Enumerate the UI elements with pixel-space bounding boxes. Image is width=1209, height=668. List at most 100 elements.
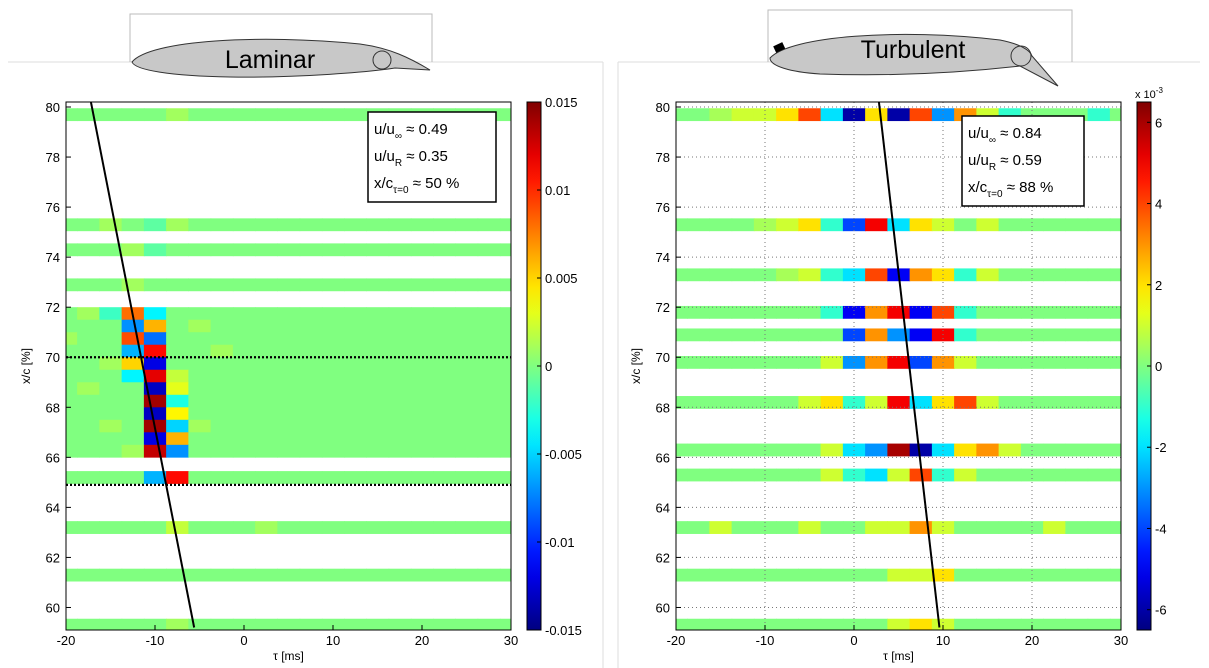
annotation: u/uR ≈ 0.59 bbox=[968, 152, 1042, 173]
colorbar-tick-label: 2 bbox=[1155, 278, 1162, 293]
heat-cell bbox=[299, 568, 323, 582]
heat-cell bbox=[188, 382, 212, 396]
heat-cell bbox=[976, 305, 1000, 319]
heat-cell bbox=[931, 218, 955, 232]
heat-cell bbox=[299, 444, 323, 458]
heat-cell bbox=[188, 419, 212, 433]
heat-cell bbox=[976, 521, 1000, 534]
x-tick-label: -10 bbox=[146, 633, 165, 648]
heat-cell bbox=[676, 355, 688, 369]
heat-cell bbox=[366, 618, 390, 630]
heat-cell bbox=[433, 307, 456, 321]
heat-cell bbox=[299, 432, 323, 446]
heat-cell bbox=[299, 382, 323, 396]
heat-cell bbox=[321, 344, 345, 358]
annotation-base: x/c bbox=[374, 175, 394, 192]
heat-cell bbox=[143, 278, 167, 292]
heat-cell bbox=[99, 357, 123, 371]
heat-cell bbox=[210, 357, 234, 371]
heat-cell bbox=[1043, 328, 1066, 342]
chart-title: Laminar bbox=[225, 46, 315, 74]
heat-cell bbox=[887, 568, 911, 582]
heat-cell bbox=[1087, 218, 1111, 232]
heat-cell bbox=[366, 278, 390, 292]
heat-cell bbox=[299, 307, 323, 321]
heat-cell bbox=[188, 319, 212, 333]
heat-cell bbox=[909, 443, 933, 457]
heat-cell bbox=[121, 243, 145, 257]
heat-cell bbox=[1087, 618, 1111, 630]
heat-cell bbox=[99, 319, 123, 333]
heat-cell bbox=[931, 521, 955, 534]
annotation-sub: R bbox=[989, 162, 996, 173]
heat-cell bbox=[410, 471, 434, 484]
heat-cell bbox=[277, 278, 301, 292]
heat-cell bbox=[954, 618, 977, 630]
heat-cell bbox=[344, 521, 367, 534]
heat-cell bbox=[232, 471, 256, 484]
heat-cell bbox=[388, 218, 412, 232]
heat-cell bbox=[433, 432, 456, 446]
heat-cell bbox=[455, 618, 479, 630]
heat-cell bbox=[188, 432, 212, 446]
heat-cell bbox=[210, 407, 234, 421]
heat-cell bbox=[143, 243, 167, 257]
heat-cell bbox=[455, 407, 479, 421]
heat-cell bbox=[210, 243, 234, 257]
heat-cell bbox=[321, 357, 345, 371]
heat-cell bbox=[998, 355, 1022, 369]
heat-cell bbox=[321, 568, 345, 582]
heat-cell bbox=[676, 568, 688, 582]
heat-cell bbox=[210, 618, 234, 630]
heat-cell bbox=[998, 396, 1022, 409]
heat-cell bbox=[1087, 355, 1111, 369]
heat-cell bbox=[1065, 328, 1089, 342]
y-tick-label: 72 bbox=[656, 300, 670, 315]
heat-cell bbox=[820, 328, 844, 342]
colorbar-tick-label: 0 bbox=[1155, 359, 1162, 374]
heat-cell bbox=[776, 328, 799, 342]
heat-cell bbox=[820, 468, 844, 482]
heat-cell bbox=[455, 278, 479, 292]
heat-cell bbox=[210, 419, 234, 433]
heat-cell bbox=[99, 568, 123, 582]
heat-cell bbox=[820, 305, 844, 319]
heat-cell bbox=[232, 307, 256, 321]
heat-cell bbox=[277, 419, 301, 433]
heat-cell bbox=[753, 468, 777, 482]
heat-cell bbox=[499, 307, 511, 321]
heat-cell bbox=[499, 407, 511, 421]
heat-cell bbox=[410, 357, 434, 371]
heat-cell bbox=[410, 319, 434, 333]
heat-cell bbox=[477, 394, 501, 408]
heat-cell bbox=[277, 369, 301, 383]
y-tick-label: 70 bbox=[46, 350, 60, 365]
heat-cell bbox=[210, 344, 234, 358]
heat-cell bbox=[255, 108, 278, 122]
heat-cell bbox=[731, 268, 755, 282]
heat-cell bbox=[477, 471, 501, 484]
y-tick-label: 68 bbox=[46, 400, 60, 415]
heat-cell bbox=[210, 307, 234, 321]
heat-cell bbox=[842, 443, 866, 457]
heat-cell bbox=[731, 328, 755, 342]
heat-cell bbox=[865, 218, 888, 232]
heat-cell bbox=[255, 419, 278, 433]
y-tick-label: 80 bbox=[656, 100, 670, 115]
x-tick-label: 10 bbox=[936, 633, 950, 648]
heat-cell bbox=[499, 568, 511, 582]
heat-cell bbox=[776, 568, 799, 582]
heat-cell bbox=[188, 444, 212, 458]
heat-cell bbox=[232, 344, 256, 358]
y-tick-label: 78 bbox=[46, 150, 60, 165]
heat-cell bbox=[232, 319, 256, 333]
heat-cell bbox=[499, 382, 511, 396]
heat-cell bbox=[77, 278, 100, 292]
heat-cell bbox=[798, 396, 822, 409]
heat-cell bbox=[865, 305, 888, 319]
heat-cell bbox=[77, 471, 100, 484]
y-tick-label: 60 bbox=[46, 600, 60, 615]
heat-cell bbox=[321, 444, 345, 458]
annotation-base: u/u bbox=[968, 152, 989, 169]
heat-cell bbox=[709, 108, 733, 122]
